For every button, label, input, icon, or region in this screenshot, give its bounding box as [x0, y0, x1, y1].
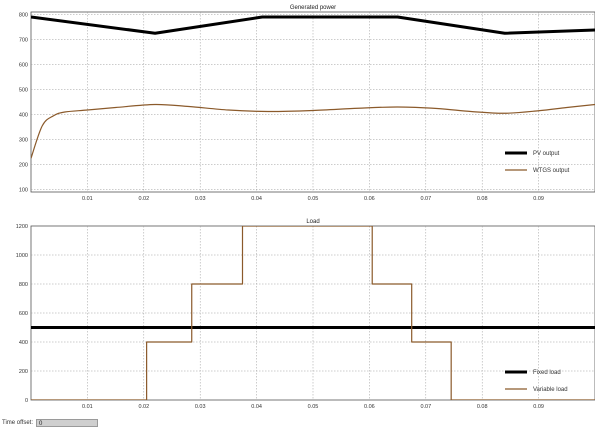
time-offset-label: Time offset:: [2, 420, 34, 426]
time-offset-value[interactable]: 0: [36, 419, 99, 427]
series-line-pv-output: [31, 15, 595, 35]
x-tick-label: 0.09: [533, 196, 544, 202]
legend-label: WTGS output: [533, 168, 570, 174]
chart-panel-2: Load 0.01 0.02 0.03 0.04 0.05 0.06 0.07 0.08 0.09…: [16, 219, 595, 410]
y-tick-label: 600: [19, 63, 28, 69]
y-tick-label: 200: [19, 163, 28, 169]
x-tick-label: 0.01: [82, 196, 93, 202]
x-tick-label: 0.09: [533, 404, 544, 410]
y-tick-label: 300: [19, 138, 28, 144]
chart-title: Load: [306, 219, 319, 225]
x-tick-label: 0.05: [308, 196, 319, 202]
time-offset-field: Time offset: 0: [2, 418, 99, 428]
y-tick-label: 1200: [16, 224, 28, 230]
y-tick-label: 600: [19, 311, 28, 317]
x-tick-label: 0.07: [420, 404, 431, 410]
series-line-wtgs-output: [31, 103, 595, 159]
x-tick-label: 0.02: [138, 404, 149, 410]
y-tick-label: 400: [19, 113, 28, 119]
chart-title: Generated power: [290, 5, 336, 11]
legend-label: Fixed load: [533, 370, 561, 376]
x-tick-label: 0.02: [138, 196, 149, 202]
x-tick-label: 0.03: [195, 404, 206, 410]
x-tick-label: 0.06: [364, 404, 375, 410]
y-tick-label: 100: [19, 188, 28, 194]
y-tick-label: 1000: [16, 253, 28, 259]
x-tick-label: 0.04: [251, 196, 262, 202]
chart-panel-1: Generated power 0.01 0.02 0.03 0.04 0.05 0.06 0…: [19, 5, 595, 202]
x-tick-label: 0.05: [308, 404, 319, 410]
x-tick-label: 0.08: [477, 404, 488, 410]
y-tick-label: 0: [25, 398, 28, 404]
series-line-variable-load: [31, 226, 595, 400]
y-tick-label: 700: [19, 38, 28, 44]
y-tick-label: 800: [19, 282, 28, 288]
y-tick-label: 800: [19, 13, 28, 19]
x-tick-label: 0.06: [364, 196, 375, 202]
y-tick-label: 200: [19, 369, 28, 375]
x-tick-label: 0.04: [251, 404, 262, 410]
x-tick-label: 0.01: [82, 404, 93, 410]
legend-label: PV output: [533, 151, 560, 157]
legend-label: Variable load: [533, 387, 568, 393]
y-tick-label: 500: [19, 88, 28, 94]
y-tick-label: 400: [19, 340, 28, 346]
x-tick-label: 0.08: [477, 196, 488, 202]
x-tick-label: 0.03: [195, 196, 206, 202]
x-tick-label: 0.07: [420, 196, 431, 202]
